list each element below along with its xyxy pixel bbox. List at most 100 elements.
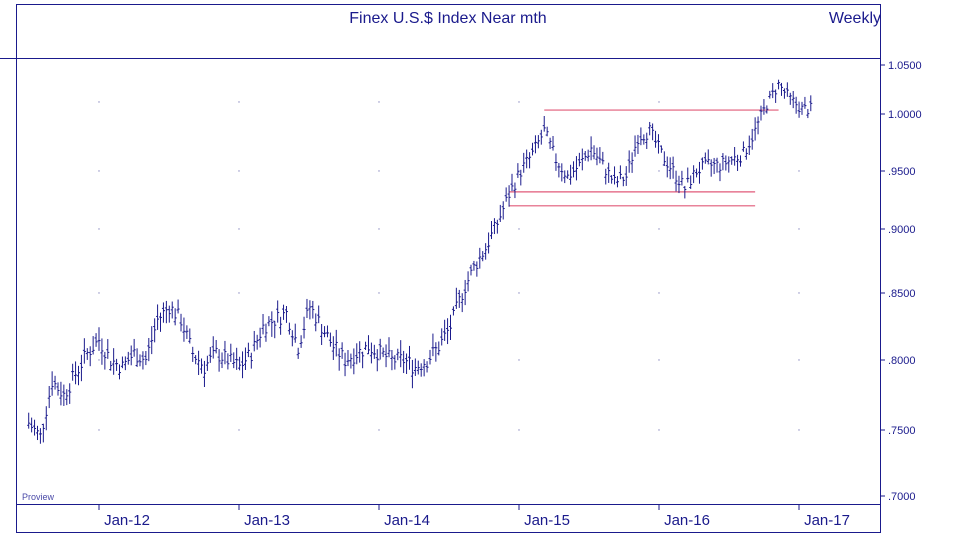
grid-dot [378, 292, 380, 294]
price-bar [797, 102, 801, 118]
price-bar [601, 151, 605, 165]
price-bar [340, 342, 344, 359]
price-bar [308, 300, 312, 320]
price-bar [41, 423, 45, 443]
price-bar [595, 147, 599, 166]
price-bar [255, 334, 259, 350]
price-bar [782, 88, 786, 99]
price-bar [551, 136, 555, 151]
price-bar [182, 317, 186, 342]
price-bar [258, 327, 262, 348]
price-bar [249, 352, 253, 369]
y-axis: .7000 .7500 .8000 .8500 .9000 .9500 1.0000 1.05… [880, 60, 922, 503]
price-bar [630, 152, 634, 173]
price-bar [753, 117, 757, 141]
price-bar [484, 243, 488, 260]
price-bar [744, 148, 748, 160]
price-bar [287, 322, 291, 335]
grid-dot [518, 228, 520, 230]
price-bar [762, 99, 766, 115]
price-bar [103, 351, 107, 370]
price-bar [501, 201, 505, 220]
price-bar [680, 170, 684, 186]
price-bar [656, 134, 660, 154]
price-bar [633, 135, 637, 157]
price-bar [243, 347, 247, 370]
price-bar [706, 149, 710, 165]
grid-dot [658, 359, 660, 361]
grid-dot [98, 359, 100, 361]
price-bar [727, 156, 731, 173]
price-bar [349, 353, 353, 369]
price-bar [446, 318, 450, 345]
grid-dot [798, 170, 800, 172]
price-bar [803, 96, 807, 109]
price-bar [697, 161, 701, 184]
price-bar [405, 353, 409, 374]
y-tick-label: .9000 [888, 224, 916, 236]
price-bar [33, 419, 37, 436]
price-bar [683, 185, 687, 199]
price-bar [715, 157, 719, 173]
price-bar [665, 156, 669, 178]
price-bar [91, 336, 95, 355]
price-bar [337, 348, 341, 371]
price-bar [44, 406, 48, 431]
y-tick-label: .8000 [888, 355, 916, 367]
price-bar [554, 153, 558, 171]
price-bar [806, 108, 810, 119]
price-bar [261, 314, 265, 335]
price-bar [413, 358, 417, 376]
price-bar [662, 151, 666, 167]
price-bars [27, 79, 813, 444]
price-bar [730, 156, 734, 165]
price-bar [583, 150, 587, 161]
grid-dot [798, 292, 800, 294]
price-bar [510, 173, 514, 192]
price-bar [621, 176, 625, 187]
grid-dot [378, 228, 380, 230]
price-bar [490, 221, 494, 240]
price-bar [809, 95, 813, 112]
price-bar [651, 123, 655, 141]
price-bar [659, 145, 663, 153]
price-bar [610, 175, 614, 184]
price-bar [692, 165, 696, 184]
price-bar [352, 348, 356, 375]
price-bar [200, 358, 204, 374]
price-bar [674, 170, 678, 192]
price-bar [407, 345, 411, 370]
price-bar [232, 352, 236, 369]
y-tick-label: .7500 [888, 425, 916, 437]
price-bar [750, 128, 754, 150]
price-bar [284, 306, 288, 323]
price-bar [159, 312, 163, 332]
price-bar [320, 323, 324, 346]
price-bar [115, 358, 119, 371]
price-bar [27, 412, 31, 429]
price-bar [536, 135, 540, 149]
price-bar [241, 351, 245, 379]
grid-dot [658, 228, 660, 230]
y-tick-label: .8500 [888, 288, 916, 300]
price-bar [627, 150, 631, 173]
x-tick-label: Jan-13 [244, 512, 290, 529]
price-bar [791, 91, 795, 109]
price-bar [30, 417, 34, 433]
price-bar [270, 311, 274, 337]
period-label: Weekly [829, 10, 881, 27]
price-bar [267, 316, 271, 327]
grid-dot [238, 170, 240, 172]
price-bar [68, 383, 72, 404]
price-bar [94, 333, 98, 347]
price-bar [410, 359, 414, 389]
y-tick-label: .7000 [888, 491, 916, 503]
price-bar [369, 342, 373, 364]
price-bar [366, 335, 370, 355]
price-bar [747, 135, 751, 156]
price-bar [311, 300, 315, 319]
price-bar [361, 351, 365, 369]
price-bar [779, 82, 783, 96]
price-bar [615, 176, 619, 188]
price-bar [109, 360, 113, 371]
